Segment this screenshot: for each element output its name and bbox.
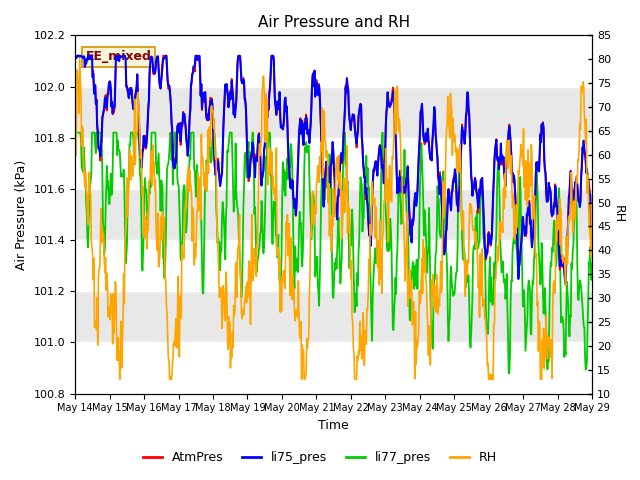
- Bar: [75, 138, 592, 189]
- Y-axis label: RH: RH: [612, 205, 625, 224]
- Legend: AtmPres, li75_pres, li77_pres, RH: AtmPres, li75_pres, li77_pres, RH: [138, 446, 502, 469]
- Bar: [75, 240, 592, 291]
- Bar: [75, 342, 592, 394]
- Bar: [75, 36, 592, 86]
- Y-axis label: Air Pressure (kPa): Air Pressure (kPa): [15, 159, 28, 270]
- Text: EE_mixed: EE_mixed: [86, 50, 152, 63]
- Title: Air Pressure and RH: Air Pressure and RH: [257, 15, 410, 30]
- X-axis label: Time: Time: [318, 419, 349, 432]
